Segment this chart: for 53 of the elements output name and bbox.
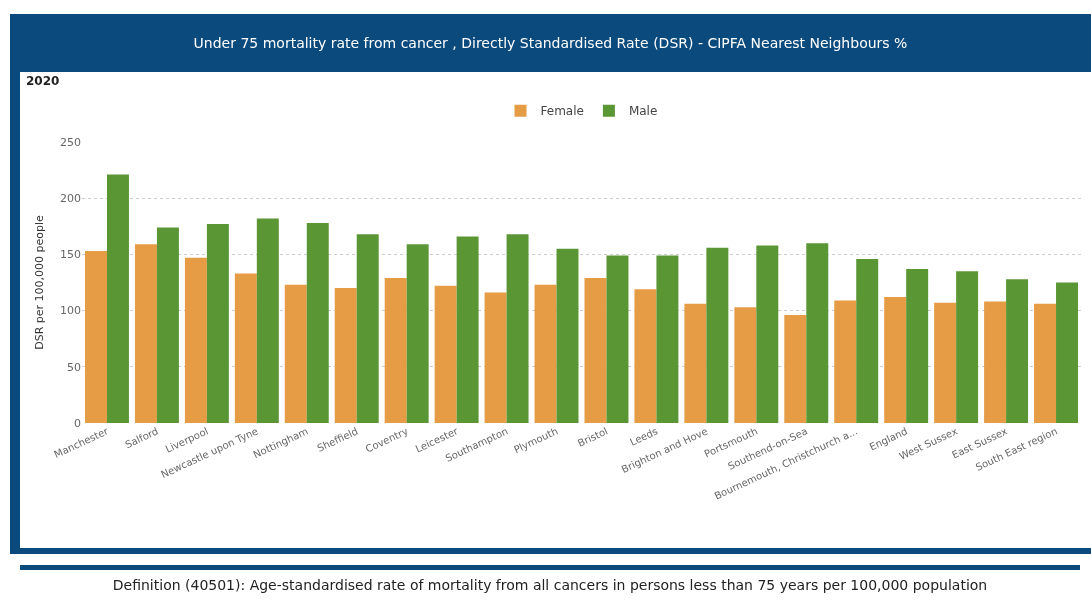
bar <box>456 236 479 423</box>
bar <box>856 258 879 423</box>
y-tick-label: 0 <box>74 416 81 430</box>
bar <box>584 278 607 423</box>
y-tick-label: 150 <box>60 248 81 262</box>
bar <box>334 288 357 423</box>
bar <box>734 307 757 423</box>
bar <box>1034 303 1057 423</box>
bar <box>384 278 407 423</box>
chart-subtitle: 2020 <box>26 74 60 88</box>
bar <box>256 218 279 423</box>
bar <box>306 222 329 423</box>
bar <box>634 289 657 423</box>
text: Definition (40501): Age-standardised rate of mortality from all cancers in persons less than 75 years per 100,000 population <box>20 565 1080 608</box>
bar <box>934 302 957 423</box>
bar <box>506 234 529 423</box>
bar <box>684 303 707 423</box>
bar <box>484 292 507 423</box>
y-axis-title: DSR per 100,000 people <box>32 214 46 350</box>
bar <box>884 297 907 423</box>
bar <box>606 255 629 423</box>
legend-label: Male <box>628 104 658 119</box>
bar <box>85 251 107 423</box>
bar <box>184 257 207 423</box>
x-tick-label: Leeds <box>628 425 660 448</box>
bar <box>206 224 229 423</box>
legend-label: Female <box>540 104 584 119</box>
chart-title: Under 75 mortality rate from cancer , Directly Standardised Rate (DSR) - CIPFA Nearest Neighbours % <box>192 34 909 53</box>
bar <box>434 285 457 423</box>
bar <box>134 244 157 423</box>
y-tick-label: 50 <box>67 360 81 374</box>
bar <box>706 247 729 423</box>
bar <box>756 245 779 423</box>
bar <box>656 255 679 423</box>
bar <box>806 243 829 423</box>
y-tick-label: 250 <box>60 135 81 149</box>
y-tick-label: 200 <box>60 192 81 206</box>
bar <box>156 227 179 423</box>
bar <box>1056 282 1078 423</box>
bar <box>984 301 1007 423</box>
bar <box>784 315 807 423</box>
bar <box>556 248 579 423</box>
bar <box>234 273 257 423</box>
bar <box>906 269 929 423</box>
bar <box>284 284 307 423</box>
bar <box>834 300 857 423</box>
bar <box>1006 279 1029 423</box>
y-tick-label: 100 <box>60 304 81 318</box>
bar <box>534 284 557 423</box>
bar <box>406 244 429 423</box>
bar <box>956 271 979 423</box>
bar <box>356 234 379 423</box>
bar <box>106 174 129 423</box>
